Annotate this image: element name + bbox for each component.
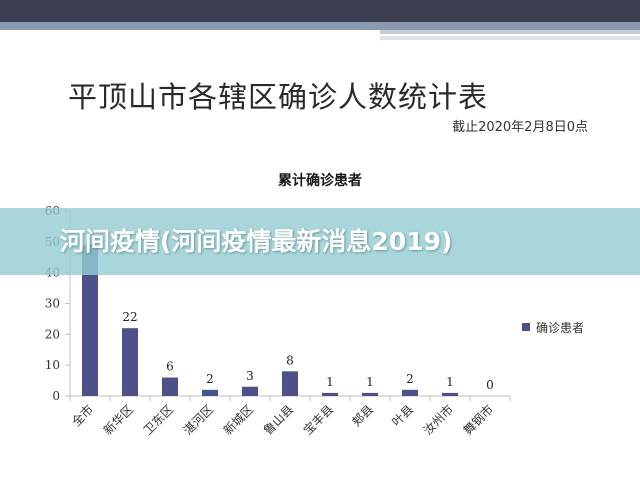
category-label: 汝州市 — [420, 402, 456, 438]
bar — [122, 328, 138, 396]
data-label: 22 — [122, 310, 137, 324]
header-band — [0, 0, 640, 22]
data-label: 1 — [366, 375, 374, 389]
data-label: 2 — [206, 372, 214, 386]
bar — [82, 244, 98, 396]
category-label: 郏县 — [349, 402, 376, 429]
category-label: 全市 — [69, 402, 97, 430]
category-label: 鲁山县 — [261, 402, 296, 437]
data-label: 1 — [326, 375, 334, 389]
category-label: 叶县 — [389, 402, 416, 429]
header-stripe — [0, 22, 640, 30]
date-note: 截止2020年2月8日0点 — [452, 120, 588, 135]
overlay-caption: 河间疫情(河间疫情最新消息2019) — [60, 227, 453, 256]
bar — [402, 389, 418, 396]
header-stripe-light — [380, 30, 640, 34]
bar — [322, 392, 338, 396]
category-label: 舞钢市 — [460, 402, 496, 438]
category-label: 卫东区 — [141, 402, 176, 437]
page-title: 平顶山市各辖区确诊人数统计表 — [68, 80, 489, 114]
category-label: 宝丰县 — [301, 402, 336, 437]
category-label: 新华区 — [100, 402, 136, 438]
data-label: 3 — [246, 369, 254, 383]
y-tick-label: 20 — [45, 327, 60, 341]
bar — [362, 392, 378, 396]
bar — [202, 389, 218, 396]
data-label: 1 — [446, 375, 454, 389]
data-label: 8 — [286, 353, 294, 367]
category-label: 湛河区 — [181, 402, 216, 437]
data-label: 0 — [486, 378, 494, 392]
chart-title: 累计确诊患者 — [278, 173, 362, 189]
data-label: 6 — [166, 360, 174, 374]
data-label: 2 — [406, 372, 414, 386]
y-tick-label: 0 — [52, 389, 60, 403]
legend-swatch — [522, 323, 530, 331]
bar — [282, 371, 298, 396]
header-stripe-lighter — [380, 36, 640, 40]
category-label: 新城区 — [220, 402, 256, 438]
overlay-banner — [0, 208, 640, 275]
y-tick-label: 30 — [45, 297, 60, 311]
bar — [242, 386, 258, 396]
y-tick-label: 10 — [45, 358, 60, 372]
bar — [162, 377, 178, 396]
bar — [442, 392, 458, 396]
legend-label: 确诊患者 — [536, 321, 584, 335]
